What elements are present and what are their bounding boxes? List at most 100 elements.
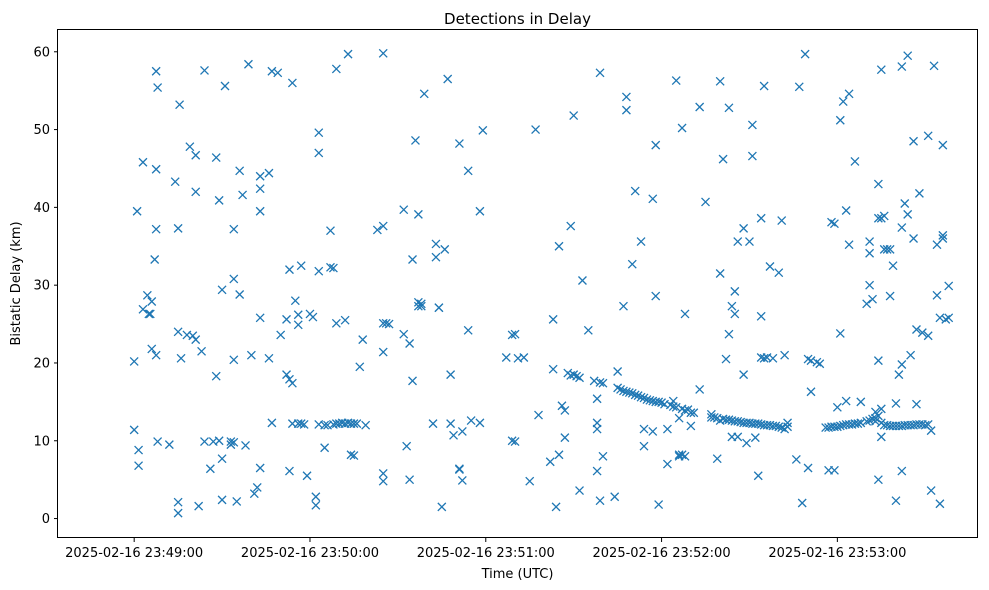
data-point <box>803 463 813 473</box>
data-point <box>138 304 148 314</box>
data-point <box>285 466 294 476</box>
data-point <box>885 291 895 301</box>
data-point <box>876 404 886 414</box>
data-point <box>774 268 784 278</box>
data-point <box>267 66 277 76</box>
data-point <box>170 177 180 187</box>
data-point <box>358 335 368 345</box>
data-point <box>340 315 350 325</box>
data-point <box>466 416 476 425</box>
data-point <box>346 450 356 460</box>
data-point <box>829 465 839 475</box>
data-point <box>938 234 948 243</box>
data-point <box>835 328 845 338</box>
y-tick-label: 0 <box>42 512 50 527</box>
y-axis-title: Bistatic Delay (km) <box>9 221 24 345</box>
data-point <box>226 437 236 446</box>
data-point <box>569 111 579 121</box>
data-point <box>651 140 661 150</box>
data-point <box>255 463 265 473</box>
data-point <box>331 64 341 74</box>
data-point <box>211 371 221 381</box>
data-point <box>897 62 907 72</box>
data-point <box>326 226 335 236</box>
data-point <box>897 223 907 233</box>
data-point <box>651 291 661 301</box>
data-point <box>551 502 561 512</box>
data-point <box>434 303 444 313</box>
data-point <box>680 451 690 461</box>
data-point <box>689 408 699 418</box>
x-tick-label: 2025-02-16 23:52:00 <box>593 546 731 561</box>
data-point <box>145 309 155 319</box>
data-point <box>235 166 245 176</box>
data-point <box>408 376 417 386</box>
data-point <box>797 498 807 508</box>
x-tick-label: 2025-02-16 23:53:00 <box>768 546 906 561</box>
data-point <box>200 437 209 446</box>
data-point <box>378 221 388 231</box>
data-point <box>246 350 256 360</box>
data-point <box>654 397 664 407</box>
y-tick-label: 50 <box>33 123 50 138</box>
data-point <box>727 301 737 311</box>
data-point <box>134 461 144 471</box>
data-point <box>592 466 602 476</box>
data-point <box>750 433 760 443</box>
data-point <box>589 376 599 386</box>
data-point <box>739 370 749 380</box>
data-point <box>311 492 321 502</box>
data-point <box>134 445 144 455</box>
data-point <box>299 419 309 429</box>
data-point <box>229 437 239 447</box>
data-point <box>730 286 740 296</box>
data-point <box>531 125 541 135</box>
data-point <box>287 378 297 388</box>
data-point <box>873 356 883 366</box>
data-point <box>841 396 851 406</box>
data-point <box>147 297 157 306</box>
data-point <box>838 97 848 107</box>
data-point <box>507 436 517 446</box>
data-point <box>557 401 567 411</box>
data-point <box>923 419 933 429</box>
data-point <box>595 377 605 387</box>
data-point <box>909 234 919 243</box>
data-point <box>577 276 587 285</box>
data-point <box>205 464 215 474</box>
data-point <box>621 105 631 115</box>
data-point <box>229 224 239 234</box>
data-point <box>293 310 303 320</box>
data-point <box>548 314 558 324</box>
data-point <box>903 51 913 61</box>
data-point <box>548 364 558 374</box>
data-point <box>290 296 300 306</box>
data-point <box>747 151 757 161</box>
data-point <box>709 412 719 422</box>
data-point <box>806 387 816 397</box>
data-point <box>695 384 705 394</box>
data-point <box>850 157 860 166</box>
data-point <box>554 241 564 251</box>
data-point <box>399 329 409 339</box>
data-point <box>446 370 456 380</box>
data-point <box>220 81 230 91</box>
data-point <box>378 468 388 478</box>
data-point <box>926 486 936 496</box>
data-point <box>507 330 517 340</box>
data-point <box>273 68 283 78</box>
data-point <box>777 216 787 226</box>
data-point <box>164 440 174 450</box>
data-point <box>621 92 631 102</box>
y-tick-label: 20 <box>33 356 50 371</box>
data-point <box>935 499 945 509</box>
data-point <box>446 419 456 429</box>
data-point <box>314 148 324 158</box>
data-point <box>331 318 341 328</box>
data-point <box>900 199 910 208</box>
data-point <box>566 221 576 231</box>
data-point <box>151 164 161 174</box>
data-point <box>285 374 294 384</box>
data-point <box>560 405 570 415</box>
